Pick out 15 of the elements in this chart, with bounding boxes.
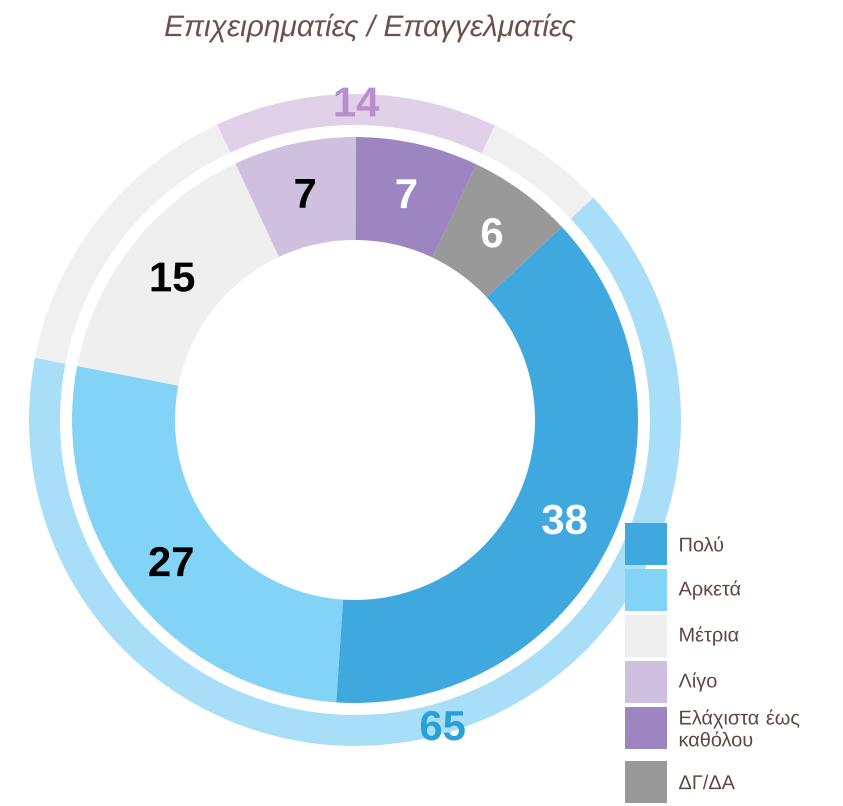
legend-label: Λίγο <box>678 672 716 692</box>
legend-label: Αρκετά <box>678 580 741 600</box>
legend-label: Μέτρια <box>680 626 739 646</box>
legend-label: Ελάχιστα έως καθόλου <box>680 709 800 747</box>
data-label: 27 <box>149 546 193 576</box>
data-label: 38 <box>542 504 587 534</box>
data-label: 14 <box>335 88 380 116</box>
legend-label: Πολύ <box>680 536 724 552</box>
data-label: 7 <box>396 179 416 208</box>
chart-title: Επιχειρηματίες / Επαγγελματίες <box>165 14 576 42</box>
data-label: 7 <box>295 179 315 208</box>
legend-label: ΔΓ/ΔΑ <box>679 774 735 790</box>
data-label: 6 <box>482 218 502 248</box>
data-label: 65 <box>420 710 465 740</box>
data-label: 15 <box>152 262 194 292</box>
